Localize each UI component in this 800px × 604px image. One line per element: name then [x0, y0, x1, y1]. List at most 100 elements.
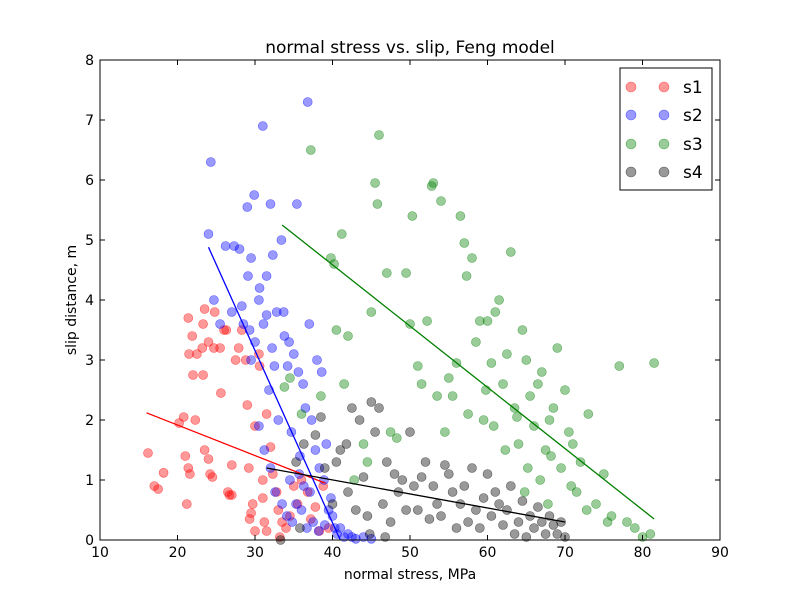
point-s2-70	[291, 499, 301, 509]
point-s2-29	[273, 415, 284, 425]
point-s3-47	[498, 379, 508, 389]
point-s4-9	[341, 439, 352, 449]
point-s4-55	[517, 496, 528, 506]
x-tick-label-40: 40	[324, 545, 342, 561]
point-s1-12	[187, 331, 197, 341]
point-s3-80	[522, 463, 533, 473]
point-s1-21	[203, 454, 214, 464]
point-s3-73	[622, 517, 632, 527]
point-s3-1	[285, 373, 295, 383]
point-s2-10	[242, 202, 253, 212]
fit-line-s2	[207, 246, 341, 541]
legend: s1 s2 s3 s4	[619, 67, 713, 191]
point-s2-5	[227, 307, 237, 317]
point-s4-48	[490, 487, 501, 497]
point-s2-13	[246, 355, 256, 365]
point-s4-37	[447, 487, 458, 497]
point-s3-6	[329, 259, 339, 269]
point-s3-86	[543, 499, 553, 509]
point-s2-48	[316, 367, 327, 377]
point-s1-51	[265, 442, 276, 452]
point-s1-67	[250, 421, 260, 431]
point-s1-29	[219, 325, 229, 335]
point-s1-43	[247, 499, 258, 509]
legend-marker-s3b	[658, 138, 670, 150]
point-s2-3	[215, 319, 225, 329]
point-s3-10	[343, 331, 353, 341]
point-s3-35	[455, 211, 466, 221]
point-s2-21	[261, 271, 272, 281]
ticks-layer: 10 20 30 40 50 60 70 80 90 0 1 2 3 4 5 6 7 8	[85, 53, 729, 561]
point-s2-65	[265, 463, 276, 473]
point-s3-26	[422, 316, 432, 326]
point-s2-2	[209, 295, 219, 305]
point-s3-31	[440, 427, 450, 437]
point-s2-42	[302, 97, 313, 107]
point-s2-34	[284, 337, 294, 347]
point-s3-66	[571, 487, 582, 497]
point-s4-22	[389, 469, 400, 479]
point-s3-28	[428, 178, 439, 188]
point-s2-41	[300, 403, 311, 413]
point-s4-34	[436, 511, 446, 521]
point-s3-22	[405, 319, 415, 329]
x-tick-label-90: 90	[711, 545, 729, 561]
point-s3-4	[316, 391, 326, 401]
y-tick-label-5: 5	[85, 233, 94, 249]
fit-line-s1	[146, 412, 325, 484]
point-s2-69	[287, 517, 298, 527]
point-s3-61	[552, 343, 563, 353]
point-s4-38	[451, 523, 462, 533]
point-s1-60	[296, 475, 307, 485]
point-s4-5	[319, 463, 330, 473]
legend-marker-s3	[625, 138, 637, 150]
point-s4-2	[298, 439, 309, 449]
point-s4-53	[509, 529, 520, 539]
point-s1-10	[184, 349, 194, 359]
point-s2-66	[270, 487, 280, 497]
point-s1-18	[199, 304, 210, 314]
point-s2-28	[271, 307, 282, 317]
point-s3-44	[486, 358, 497, 368]
point-s3-77	[649, 358, 659, 368]
point-s4-3	[310, 430, 321, 440]
point-s3-71	[606, 511, 617, 521]
point-s4-67	[295, 523, 305, 533]
point-s3-5	[326, 253, 336, 263]
point-s1-11	[183, 313, 194, 323]
point-s4-26	[405, 427, 415, 437]
point-s3-65	[567, 439, 578, 449]
point-s3-83	[488, 421, 499, 431]
point-s3-12	[358, 439, 369, 449]
legend-label-s3: s3	[683, 135, 703, 155]
point-s3-43	[482, 316, 493, 326]
point-s3-0	[279, 382, 290, 392]
point-s1-9	[182, 499, 192, 509]
point-s2-24	[265, 199, 276, 209]
legend-label-s4: s4	[683, 163, 703, 183]
point-s2-61	[358, 532, 369, 542]
point-s4-6	[327, 499, 338, 509]
point-s4-24	[397, 475, 408, 485]
point-s4-29	[416, 472, 427, 482]
point-s3-57	[536, 367, 547, 377]
y-tick-label-6: 6	[85, 173, 94, 189]
point-s2-60	[350, 533, 361, 544]
x-axis-label: normal stress, MPa	[344, 567, 476, 583]
point-s3-87	[566, 481, 577, 491]
point-s1-65	[318, 481, 329, 491]
point-s4-11	[347, 403, 357, 413]
point-s1-35	[230, 355, 241, 365]
point-s4-33	[432, 499, 442, 509]
point-s2-50	[321, 439, 332, 449]
point-s3-53	[521, 355, 532, 365]
point-s1-50	[261, 526, 272, 536]
point-s3-54	[525, 391, 535, 401]
point-s4-16	[366, 397, 377, 407]
point-s4-54	[513, 517, 524, 527]
x-tick-label-60: 60	[479, 545, 497, 561]
point-s1-41	[244, 514, 255, 524]
point-s1-13	[188, 370, 198, 380]
point-s4-4	[316, 412, 326, 422]
point-s2-25	[267, 343, 277, 353]
